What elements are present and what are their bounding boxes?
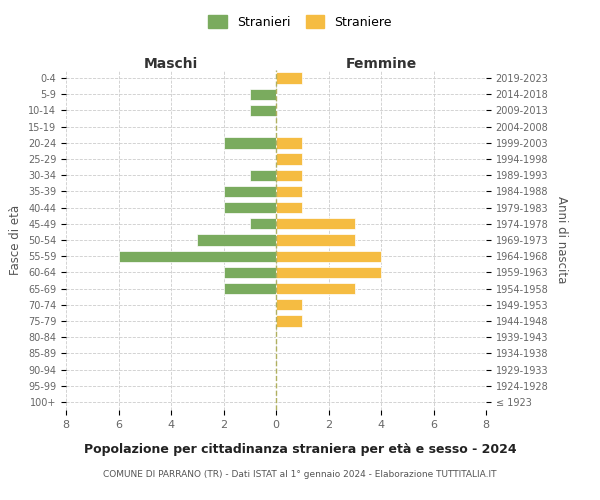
Legend: Stranieri, Straniere: Stranieri, Straniere — [205, 11, 395, 32]
Bar — [276, 283, 355, 294]
Bar — [276, 250, 381, 262]
Bar — [276, 234, 355, 246]
Bar — [223, 266, 276, 278]
Bar — [119, 250, 276, 262]
Bar — [276, 186, 302, 197]
Bar — [276, 72, 302, 84]
Bar — [223, 186, 276, 197]
Bar — [197, 234, 276, 246]
Bar — [276, 154, 302, 164]
Text: Femmine: Femmine — [346, 57, 416, 71]
Bar — [276, 316, 302, 326]
Text: COMUNE DI PARRANO (TR) - Dati ISTAT al 1° gennaio 2024 - Elaborazione TUTTITALIA: COMUNE DI PARRANO (TR) - Dati ISTAT al 1… — [103, 470, 497, 479]
Bar — [250, 105, 276, 116]
Bar — [250, 88, 276, 100]
Bar — [223, 202, 276, 213]
Bar — [250, 170, 276, 181]
Bar — [276, 170, 302, 181]
Bar — [250, 218, 276, 230]
Text: Maschi: Maschi — [144, 57, 198, 71]
Y-axis label: Anni di nascita: Anni di nascita — [555, 196, 568, 284]
Bar — [223, 283, 276, 294]
Bar — [276, 299, 302, 310]
Y-axis label: Fasce di età: Fasce di età — [10, 205, 22, 275]
Bar — [276, 266, 381, 278]
Bar — [276, 137, 302, 148]
Text: Popolazione per cittadinanza straniera per età e sesso - 2024: Popolazione per cittadinanza straniera p… — [83, 442, 517, 456]
Bar — [276, 218, 355, 230]
Bar — [276, 202, 302, 213]
Bar — [223, 137, 276, 148]
